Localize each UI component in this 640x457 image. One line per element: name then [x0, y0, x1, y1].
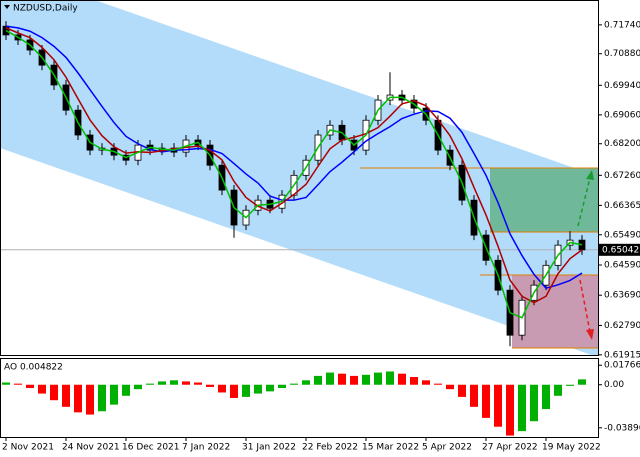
moving-average — [5, 29, 583, 319]
ao-bar — [290, 383, 298, 385]
ao-bar — [98, 384, 106, 412]
chart-title: NZDUSD,Daily — [13, 4, 78, 14]
arrow-head — [586, 329, 594, 340]
y-tick-label: 0.62790 — [604, 321, 640, 331]
ao-bar — [194, 382, 202, 385]
y-tick-label: 0.61915 — [604, 350, 640, 360]
main-frame — [0, 0, 599, 356]
ao-bar — [458, 384, 466, 397]
ao-bar — [398, 373, 406, 385]
ao-bar — [314, 375, 322, 385]
ao-bar — [134, 384, 142, 390]
plot-area — [0, 21, 598, 347]
y-tick-label: 0.67260 — [604, 171, 640, 181]
ao-bar — [434, 383, 442, 385]
ao-bar — [266, 384, 274, 392]
x-tick-label: 5 Apr 2022 — [422, 443, 472, 453]
ao-bar — [386, 371, 394, 385]
ao-bar — [74, 384, 82, 413]
axes: 0.71740 0.70880 0.69940 0.69060 0.68200 0.672… — [2, 20, 640, 453]
ao-bar — [206, 384, 214, 387]
y-tick-label: 0.70880 — [604, 49, 640, 59]
x-tick-label: 2 Nov 2021 — [2, 443, 54, 453]
y-tick-label: -0.03896 — [604, 423, 640, 433]
ao-bar — [170, 380, 178, 385]
ao-bar — [242, 384, 250, 397]
indicator-frame — [0, 358, 599, 438]
x-tick-label: 7 Jan 2022 — [182, 443, 230, 453]
ao-bar — [326, 372, 334, 385]
x-tick-label: 22 Feb 2022 — [302, 443, 358, 453]
y-tick-label: 0.64590 — [604, 260, 640, 270]
x-tick-label: 19 May 2022 — [542, 443, 601, 453]
ao-bar — [62, 384, 70, 407]
arrow-up — [577, 177, 591, 227]
ao-bar — [86, 384, 94, 415]
ao-bar — [338, 373, 346, 385]
y-tick-label: 0.66365 — [604, 201, 640, 211]
ao-bar — [122, 384, 130, 396]
ao-bar — [554, 384, 562, 396]
ao-bar — [110, 384, 118, 405]
ao-bar — [38, 384, 46, 394]
y-tick-label: 0.71740 — [604, 20, 640, 30]
ao-bar — [302, 380, 310, 385]
ao-bar — [14, 383, 22, 385]
ao-bar — [578, 379, 586, 385]
arrows — [577, 170, 594, 340]
y-tick-label: 0.017665 — [604, 361, 640, 371]
ao-bar — [278, 384, 286, 389]
x-tick-label: 27 Apr 2022 — [482, 443, 538, 453]
ao-bar — [182, 381, 190, 385]
ao-bar — [482, 384, 490, 418]
indicator-title: AO 0.004822 — [4, 363, 63, 373]
ao-bar — [2, 382, 10, 385]
x-tick-label: 15 Mar 2022 — [362, 443, 419, 453]
ao-bar — [374, 372, 382, 385]
current-price-box — [599, 243, 640, 256]
ao-bar — [410, 377, 418, 385]
y-tick-label: 0.68200 — [604, 139, 640, 149]
arrow-head — [586, 170, 594, 180]
symbol-menu[interactable] — [4, 5, 10, 9]
y-tick-label: 0.00 — [604, 380, 624, 390]
candle-body — [2, 25, 10, 36]
target-zone-down — [512, 275, 598, 348]
moving-average — [5, 25, 583, 290]
ao-bar — [50, 384, 58, 401]
arrow-down — [579, 279, 591, 333]
ao-bar — [146, 383, 154, 385]
ao-bar — [566, 384, 574, 386]
ao-bar — [254, 384, 262, 394]
ao-bar — [350, 375, 358, 385]
x-tick-label: 24 Nov 2021 — [62, 443, 120, 453]
ao-bar — [422, 380, 430, 385]
x-tick-label: 31 Jan 2022 — [242, 443, 296, 453]
ao-bar — [470, 384, 478, 407]
ao-bar — [446, 384, 454, 390]
y-tick-label: 0.65490 — [604, 230, 640, 240]
current-price-label: 0.65042 — [602, 245, 639, 255]
ao-bar — [494, 384, 502, 427]
ao-bar — [362, 374, 370, 385]
ao-bar — [26, 384, 34, 389]
ao-bar — [518, 384, 526, 432]
channel-outside — [0, 148, 592, 355]
drawings — [0, 0, 598, 355]
ao-bar — [506, 384, 514, 436]
y-tick-label: 0.63690 — [604, 291, 640, 301]
ao-bar — [530, 384, 538, 422]
y-tick-label: 0.69060 — [604, 110, 640, 120]
ao-bar — [230, 384, 238, 398]
y-tick-label: 0.69940 — [604, 81, 640, 91]
moving-average — [5, 27, 583, 304]
target-zone-up — [490, 168, 598, 232]
x-tick-label: 16 Dec 2021 — [122, 443, 180, 453]
ao-bar — [158, 381, 166, 385]
ao-bar — [218, 384, 226, 393]
ao-bar — [542, 384, 550, 410]
